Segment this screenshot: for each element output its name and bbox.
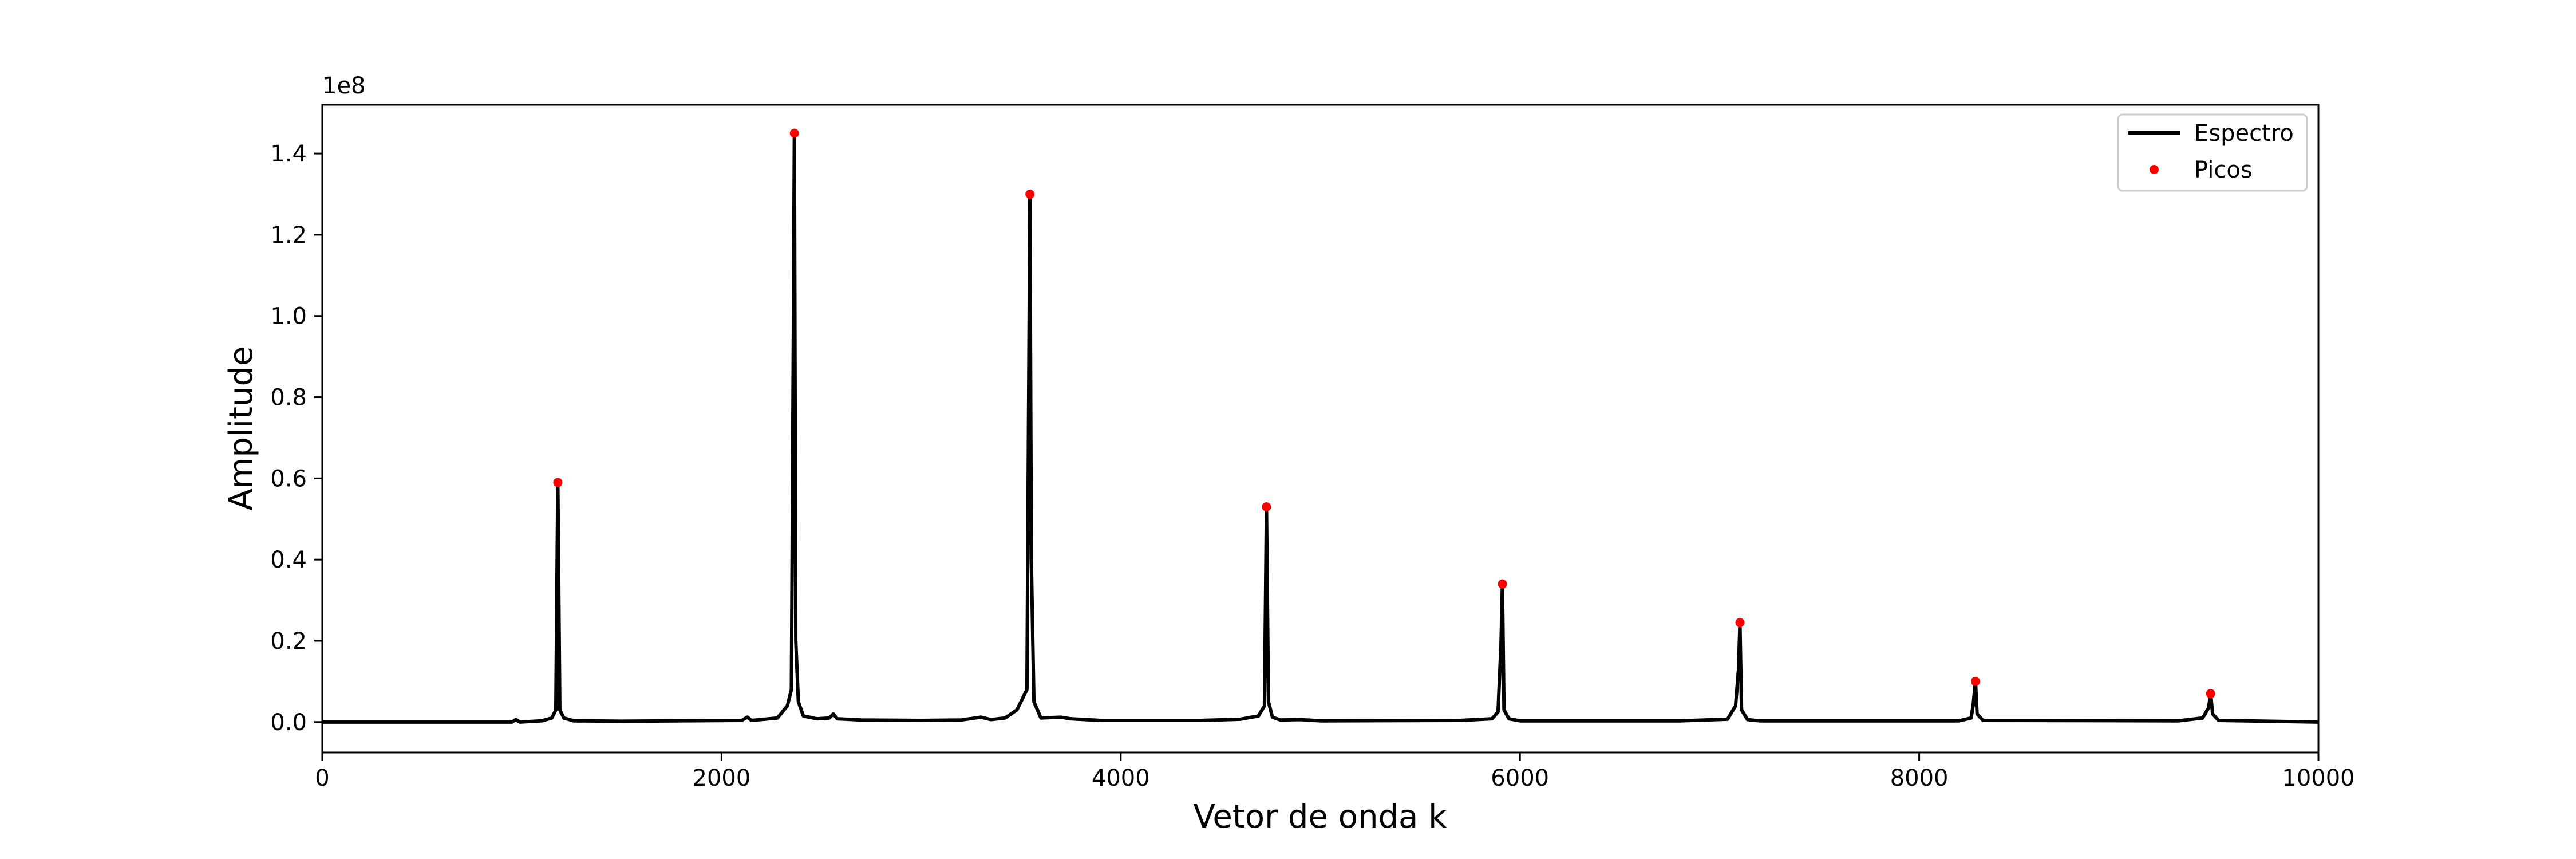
- x-tick-label: 8000: [1890, 765, 1949, 791]
- peak-marker-6: [1735, 618, 1745, 628]
- peak-marker-1: [553, 478, 563, 487]
- x-tick-label: 4000: [1092, 765, 1150, 791]
- peak-marker-8: [2206, 689, 2215, 699]
- plot-area-background: [322, 105, 2318, 752]
- peak-marker-2: [789, 128, 799, 138]
- legend-marker-swatch: [2150, 165, 2159, 174]
- y-axis-label: Amplitude: [223, 346, 260, 511]
- y-tick-label: 0.4: [270, 547, 307, 573]
- peak-marker-5: [1498, 579, 1507, 589]
- marker-layer: [553, 128, 2215, 699]
- y-axis-ticks: 0.0 0.2 0.4 0.6 0.8 1.0 1.2 1.4: [270, 141, 322, 736]
- plot-frame: [321, 104, 2320, 754]
- y-tick-label: 0.2: [270, 628, 307, 655]
- y-tick-label: 1.2: [270, 222, 307, 249]
- x-axis-label: Vetor de onda k: [1193, 798, 1447, 836]
- x-axis-ticks: 0 2000 4000 6000 8000 10000: [315, 752, 2355, 791]
- y-tick-label: 0.0: [270, 710, 307, 736]
- series-layer: [322, 131, 2319, 724]
- peak-marker-4: [1262, 502, 1271, 511]
- y-tick-label: 1.4: [270, 141, 307, 167]
- y-tick-label: 1.0: [270, 304, 307, 330]
- y-tick-label: 0.6: [270, 466, 307, 492]
- x-tick-label: 10000: [2282, 765, 2354, 791]
- x-tick-label: 6000: [1491, 765, 1549, 791]
- legend-label-picos: Picos: [2194, 157, 2253, 183]
- x-tick-label: 2000: [693, 765, 751, 791]
- peak-marker-7: [1970, 676, 1980, 686]
- peak-marker-3: [1025, 190, 1035, 199]
- x-tick-label: 0: [315, 765, 329, 791]
- y-tick-label: 0.8: [270, 385, 307, 411]
- legend-label-espectro: Espectro: [2194, 120, 2294, 147]
- series-line-espectro: [322, 131, 2319, 724]
- y-offset-label: 1e8: [322, 73, 366, 99]
- legend: Espectro Picos: [2117, 113, 2308, 192]
